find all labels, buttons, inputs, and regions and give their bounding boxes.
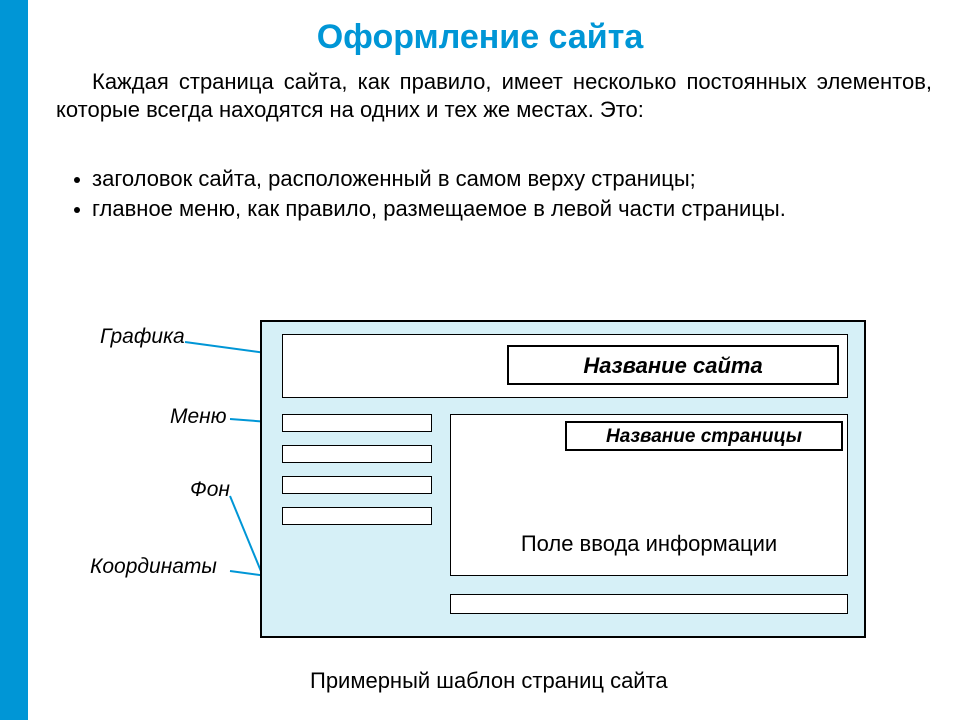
menu-item: [282, 414, 432, 432]
label-background: Фон: [190, 478, 230, 502]
label-graphics: Графика: [100, 325, 185, 349]
bullet-dot: [74, 177, 80, 183]
menu-item: [282, 476, 432, 494]
site-title-box: Название сайта: [507, 345, 839, 385]
bullet-list: заголовок сайта, расположенный в самом в…: [74, 166, 932, 226]
intro-text: Каждая страница сайта, как правило, имее…: [56, 69, 932, 122]
menu-item: [282, 507, 432, 525]
header-region: Название сайта: [282, 334, 848, 398]
page-title: Оформление сайта: [0, 18, 960, 57]
side-accent-bar: [0, 0, 28, 720]
label-coordinates: Координаты: [90, 555, 217, 579]
diagram-caption: Примерный шаблон страниц сайта: [310, 668, 668, 694]
bullet-item: главное меню, как правило, размещаемое в…: [92, 196, 786, 222]
menu-item: [282, 445, 432, 463]
label-menu: Меню: [170, 405, 227, 429]
bullet-item: заголовок сайта, расположенный в самом в…: [92, 166, 696, 192]
content-field-label: Поле ввода информации: [451, 531, 847, 557]
content-region: Название страницы Поле ввода информации: [450, 414, 848, 576]
page-title-box: Название страницы: [565, 421, 843, 451]
intro-paragraph: Каждая страница сайта, как правило, имее…: [56, 68, 932, 123]
bullet-dot: [74, 207, 80, 213]
footer-region: [450, 594, 848, 614]
menu-region: [282, 414, 432, 538]
layout-diagram: Название сайта Название страницы Поле вв…: [260, 320, 866, 638]
